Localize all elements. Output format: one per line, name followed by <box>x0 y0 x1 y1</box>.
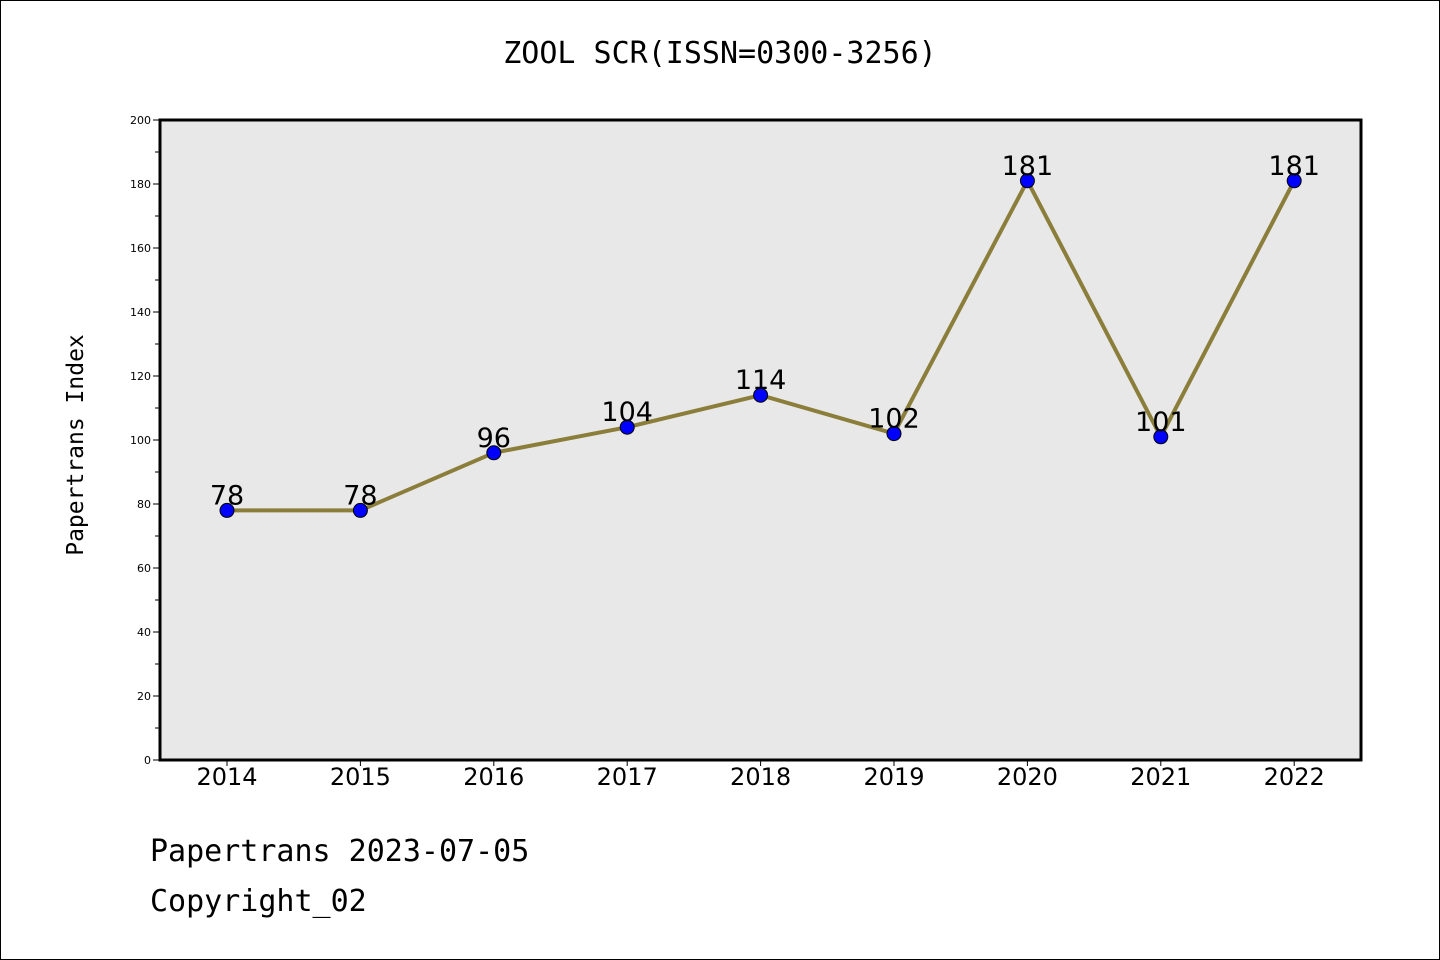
x-tick-label: 2017 <box>597 763 658 791</box>
footer-copyright: Copyright_02 <box>150 884 367 919</box>
y-tick-label: 180 <box>130 178 151 191</box>
y-tick-label: 0 <box>144 754 151 767</box>
data-label: 104 <box>601 397 653 428</box>
x-tick-label: 2015 <box>330 763 391 791</box>
data-label: 181 <box>1268 151 1320 182</box>
x-axis: 2014 2015 2016 2017 2018 2019 2020 2021 2022 <box>196 760 1325 791</box>
x-tick-label: 2022 <box>1264 763 1325 791</box>
data-point <box>753 387 769 403</box>
y-tick-label: 40 <box>137 626 151 639</box>
y-tick-label: 160 <box>130 242 151 255</box>
data-point <box>1286 173 1302 189</box>
y-tick-label: 140 <box>130 306 151 319</box>
data-label: 114 <box>735 365 787 396</box>
y-tick-label: 60 <box>137 562 151 575</box>
data-point <box>886 426 902 442</box>
x-tick-label: 2018 <box>730 763 791 791</box>
plot-border <box>158 118 1363 762</box>
y-tick-label: 120 <box>130 370 151 383</box>
data-point <box>1153 429 1169 445</box>
data-point <box>1019 173 1035 189</box>
y-tick-label: 100 <box>130 434 151 447</box>
data-labels: 78 78 96 104 114 102 181 101 181 <box>210 151 1320 512</box>
x-tick-label: 2014 <box>196 763 257 791</box>
data-label: 181 <box>1002 151 1054 182</box>
data-point <box>352 502 368 518</box>
y-tick-label: 20 <box>137 690 151 703</box>
data-points <box>219 173 1302 518</box>
data-point <box>486 445 502 461</box>
data-label: 102 <box>868 404 920 435</box>
data-label: 96 <box>477 423 511 454</box>
y-tick-label: 200 <box>130 114 151 127</box>
x-tick-label: 2021 <box>1130 763 1191 791</box>
data-label: 78 <box>210 480 244 511</box>
data-label: 101 <box>1135 407 1187 438</box>
x-tick-label: 2019 <box>863 763 924 791</box>
plot-area <box>160 120 1361 760</box>
footer-date: Papertrans 2023-07-05 <box>150 834 530 869</box>
x-tick-label: 2016 <box>463 763 524 791</box>
data-label: 78 <box>343 480 377 511</box>
chart-title: ZOOL SCR(ISSN=0300-3256) <box>503 36 937 71</box>
data-point <box>619 419 635 435</box>
y-axis: 0 20 40 60 80 100 120 140 160 180 200 <box>130 114 160 767</box>
y-tick-label: 80 <box>137 498 151 511</box>
x-tick-label: 2020 <box>997 763 1058 791</box>
data-point <box>219 502 235 518</box>
